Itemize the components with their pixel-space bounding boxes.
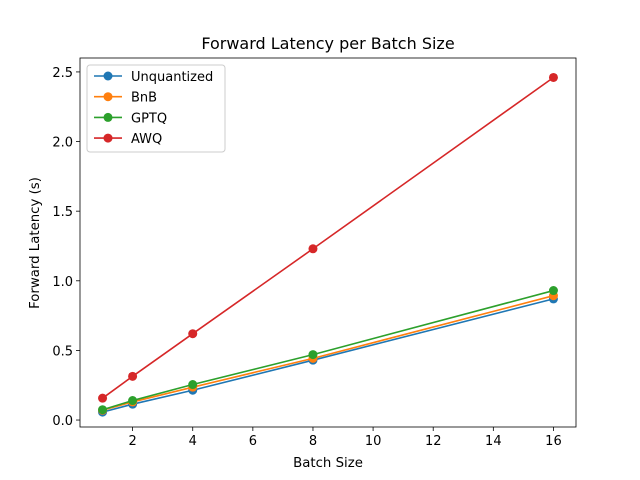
legend-label: Unquantized — [131, 70, 213, 85]
data-point — [128, 371, 138, 381]
y-tick-label: 0.5 — [52, 344, 73, 359]
y-tick-label: 0.0 — [52, 414, 73, 429]
data-point — [188, 329, 198, 339]
x-tick-label: 16 — [545, 434, 562, 449]
x-tick-label: 8 — [309, 434, 317, 449]
y-tick-label: 1.0 — [52, 275, 73, 290]
legend-marker — [103, 112, 113, 122]
legend-box — [86, 64, 226, 153]
plot-frame — [79, 57, 577, 428]
data-point — [188, 380, 198, 390]
x-tick-label: 12 — [425, 434, 442, 449]
data-point — [98, 405, 108, 415]
y-tick-label: 2.5 — [52, 66, 73, 81]
data-point — [548, 72, 558, 82]
y-tick-label: 1.5 — [52, 205, 73, 220]
data-point — [548, 286, 558, 296]
legend-label: BnB — [131, 91, 157, 106]
x-tick-label: 4 — [189, 434, 197, 449]
data-point — [308, 244, 318, 254]
x-tick-label: 2 — [128, 434, 136, 449]
legend-label: GPTQ — [131, 111, 167, 126]
legend-marker — [103, 92, 113, 102]
x-axis-label: Batch Size — [293, 456, 363, 471]
data-point — [128, 396, 138, 406]
legend-marker — [103, 71, 113, 81]
series-awq — [98, 72, 558, 403]
chart-title: Forward Latency per Batch Size — [201, 34, 454, 53]
legend-marker — [103, 133, 113, 143]
y-tick-label: 2.0 — [52, 136, 73, 151]
legend: Unquantized BnB GPTQ AWQ — [86, 64, 226, 153]
y-axis-label: Forward Latency (s) — [28, 177, 43, 309]
series-gptq — [98, 286, 558, 415]
x-tick-label: 14 — [485, 434, 502, 449]
x-tick-label: 6 — [249, 434, 257, 449]
legend-label: AWQ — [131, 132, 162, 147]
data-point — [308, 350, 318, 360]
data-point — [98, 393, 108, 403]
x-tick-label: 10 — [365, 434, 382, 449]
